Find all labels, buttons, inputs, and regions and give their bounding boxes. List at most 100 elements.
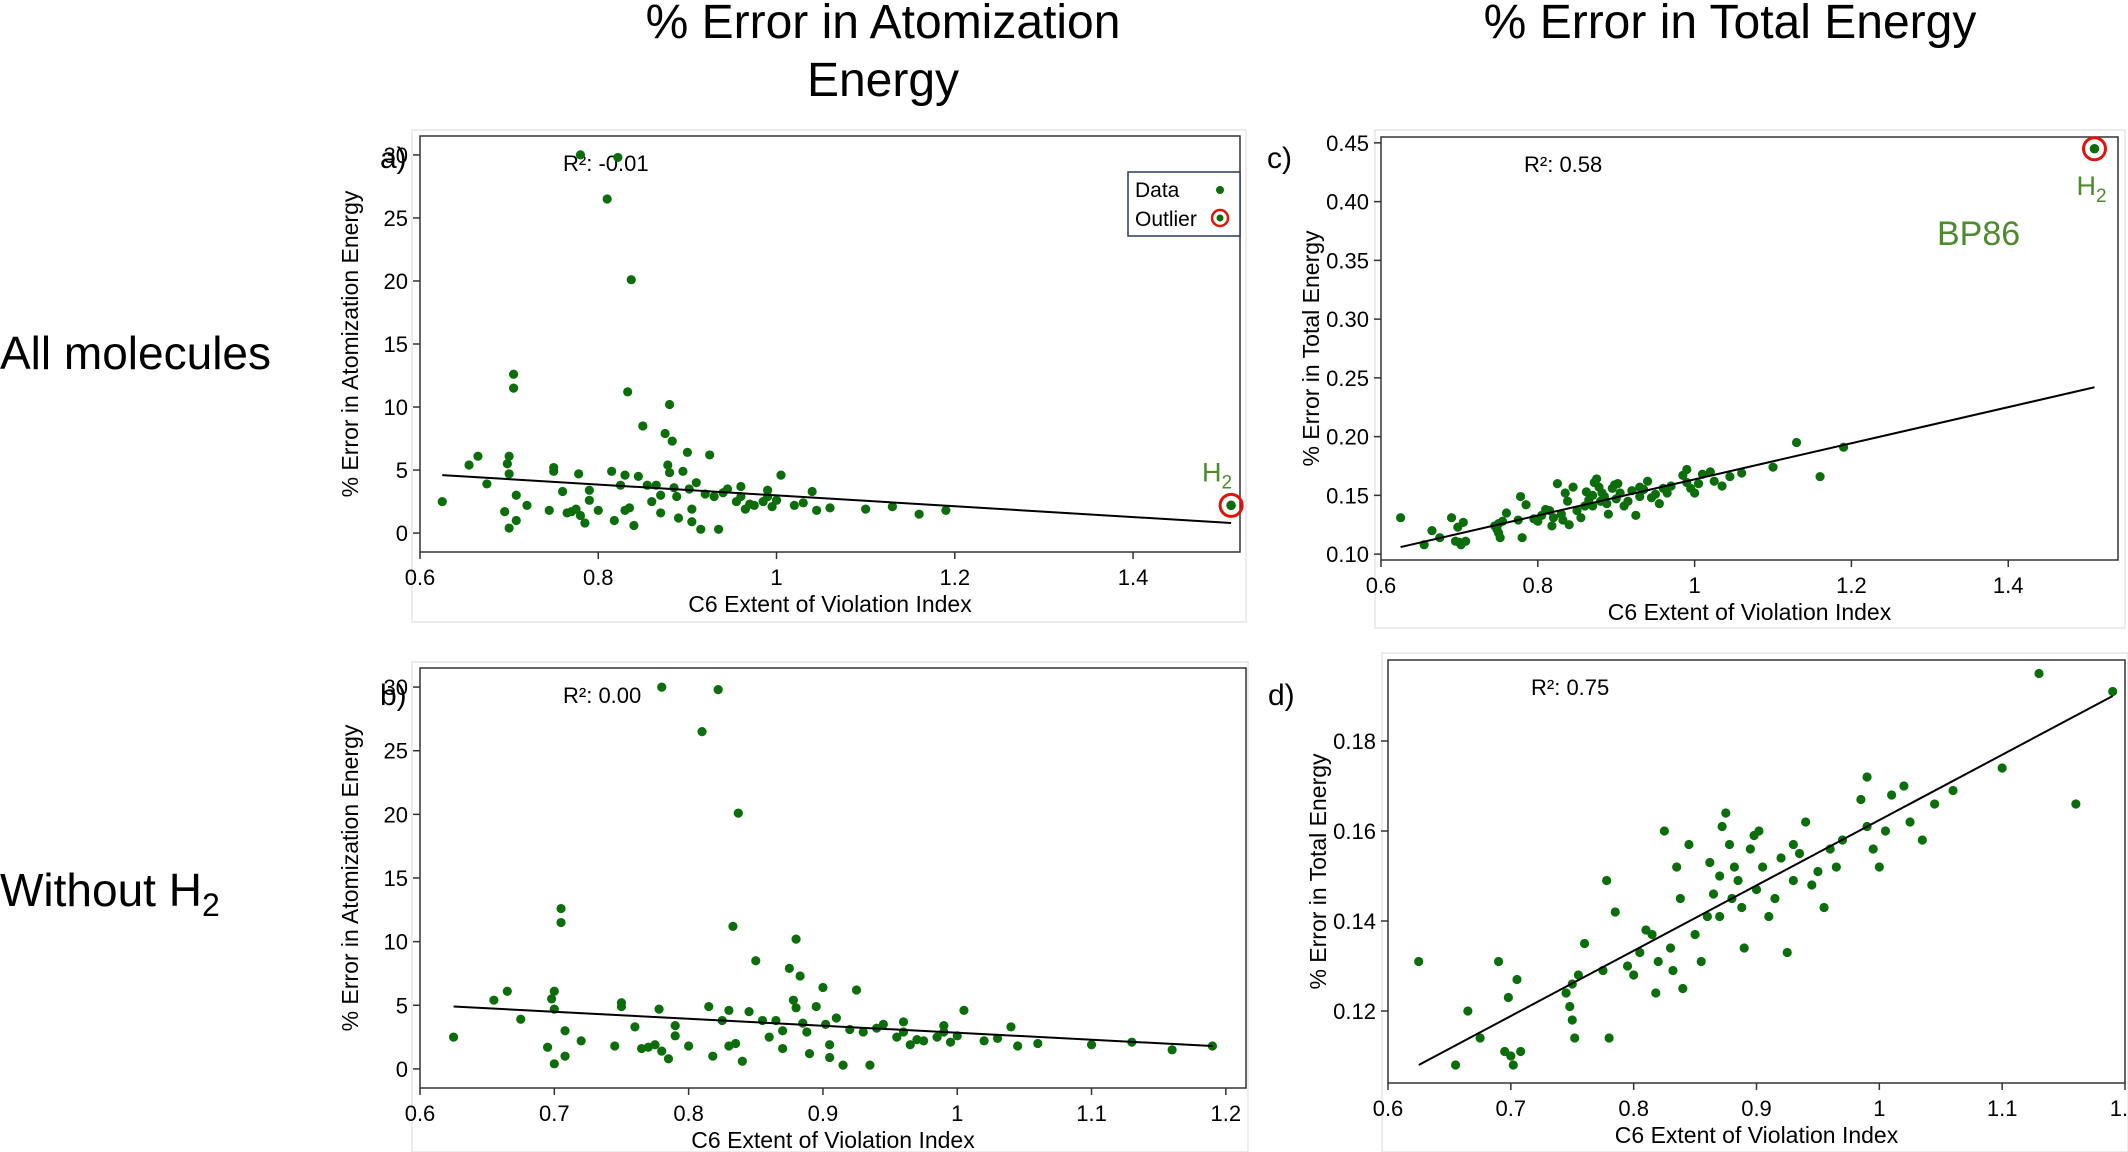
data-point: [914, 509, 924, 519]
data-point: [1788, 875, 1798, 886]
data-point: [684, 1041, 694, 1051]
data-point: [733, 808, 743, 818]
data-point: [1672, 862, 1682, 872]
data-point: [633, 471, 643, 481]
data-point: [500, 507, 510, 517]
data-point: [2108, 686, 2118, 697]
y-tick-label: 30: [384, 143, 408, 168]
data-point: [731, 1038, 741, 1049]
data-point: [602, 194, 612, 204]
data-point: [1570, 1033, 1580, 1043]
data-point: [1862, 772, 1872, 782]
x-tick-label: 1.2: [939, 565, 970, 590]
data-point: [1739, 943, 1749, 953]
data-point: [1737, 468, 1747, 478]
data-point: [1396, 513, 1406, 523]
data-point: [1013, 1041, 1023, 1051]
data-point: [1446, 513, 1457, 523]
x-tick-label: 1.1: [1987, 1096, 2018, 1121]
data-point: [1493, 956, 1504, 967]
data-point: [549, 462, 559, 473]
data-point: [1768, 462, 1778, 472]
data-point: [584, 485, 594, 495]
data-point: [1690, 488, 1700, 498]
legend-outlier-ring: [1210, 208, 1230, 228]
panel-border: [411, 661, 1249, 1152]
y-tick-label: 25: [384, 739, 408, 764]
data-point: [610, 1041, 620, 1051]
data-point: [1729, 862, 1739, 872]
data-point: [448, 1032, 459, 1042]
data-point: [812, 505, 822, 515]
data-point: [574, 469, 584, 479]
data-point: [724, 1005, 734, 1015]
data-point: [1629, 970, 1639, 980]
x-tick-label: 1.2: [1211, 1101, 1242, 1126]
axes-frame: [1380, 136, 2119, 561]
data-point: [650, 1040, 660, 1050]
data-point: [784, 963, 794, 973]
data-point: [684, 484, 694, 494]
data-point: [575, 150, 586, 160]
x-tick-label: 1: [770, 565, 782, 590]
data-point: [1563, 496, 1573, 506]
x-tick-label: 1.1: [1076, 1101, 1107, 1126]
data-point: [657, 1046, 667, 1056]
chart-panel-c: c) 0.6 0.8 1 1.2 1.4 0.10 0.15 0.20 0.25 0.30 0.35 0…: [1267, 129, 2126, 629]
data-point: [616, 998, 627, 1008]
data-point: [1623, 496, 1633, 506]
x-tick-label: 1: [951, 1101, 963, 1126]
data-point: [1567, 1015, 1577, 1025]
y-tick-label: 0.14: [1333, 909, 1376, 934]
y-tick-label: 0.40: [1326, 190, 1369, 215]
x-tick-label: 0.9: [808, 1101, 839, 1126]
y-tick-label: 20: [384, 269, 408, 294]
data-point: [1868, 844, 1878, 854]
data-point: [1561, 988, 1571, 998]
data-point: [709, 491, 719, 502]
data-point: [861, 504, 871, 514]
data-point: [1521, 500, 1531, 510]
x-axis-label: C6 Extent of Violation Index: [1608, 599, 1892, 625]
data-point: [1602, 499, 1612, 509]
data-point: [556, 903, 566, 914]
y-tick-label: 0.30: [1326, 307, 1369, 332]
outlier-point: [1226, 500, 1236, 511]
x-tick-label: 0.8: [583, 565, 614, 590]
data-point: [1603, 509, 1613, 519]
data-point: [1475, 1033, 1485, 1043]
data-point: [1831, 862, 1841, 872]
data-point: [878, 1019, 888, 1029]
data-point: [1724, 839, 1735, 850]
data-point: [1782, 947, 1792, 958]
data-point: [1948, 785, 1958, 796]
data-point: [892, 1032, 902, 1042]
y-tick-label: 0.20: [1326, 425, 1369, 450]
data-point: [1610, 907, 1620, 917]
data-point: [807, 486, 817, 497]
data-point: [1654, 499, 1664, 509]
data-point: [831, 1013, 841, 1023]
data-point: [751, 956, 761, 966]
data-point: [580, 518, 590, 528]
data-point: [624, 503, 635, 513]
data-point: [825, 1052, 835, 1063]
y-axis-label: % Error in Total Energy: [1298, 230, 1324, 467]
fit-line: [442, 474, 1232, 525]
outlier-ring: [1218, 492, 1244, 518]
data-point: [728, 921, 738, 931]
data-point: [1887, 790, 1897, 800]
y-tick-label: 0.25: [1326, 366, 1369, 391]
panel-label: d): [1268, 679, 1295, 712]
data-point: [670, 1031, 680, 1041]
data-point: [1517, 533, 1527, 543]
data-point: [1512, 974, 1522, 985]
x-tick-label: 0.6: [1373, 1096, 1404, 1121]
y-tick-label: 0: [396, 1057, 408, 1082]
data-point: [1737, 902, 1747, 913]
data-point: [638, 421, 648, 431]
data-point: [1414, 956, 1424, 967]
data-point: [791, 934, 801, 944]
x-axis-label: C6 Extent of Violation Index: [691, 1127, 975, 1152]
